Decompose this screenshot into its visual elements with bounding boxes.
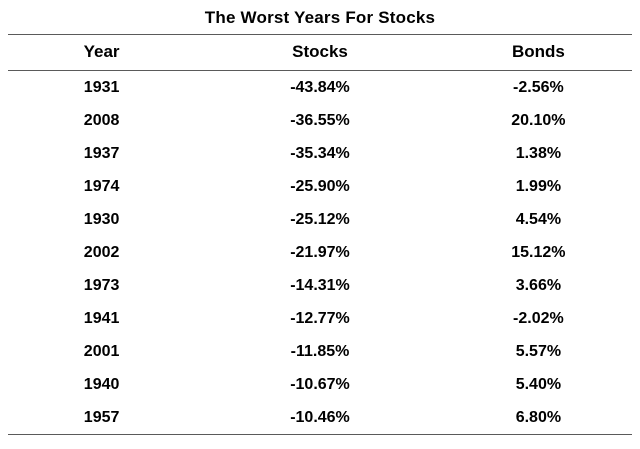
table-row: 1940 -10.67% 5.40%: [8, 368, 632, 401]
table-row: 2001 -11.85% 5.57%: [8, 335, 632, 368]
year-cell: 1973: [83, 277, 120, 294]
stocks-cell: -10.46%: [290, 409, 350, 426]
year-cell: 1931: [83, 79, 120, 96]
header-row: Year Stocks Bonds: [8, 34, 632, 71]
stocks-cell: -43.84%: [290, 79, 350, 96]
year-cell: 2008: [83, 112, 120, 129]
year-cell: 1940: [83, 376, 120, 393]
year-cell: 1930: [83, 211, 120, 228]
table-row: 1974 -25.90% 1.99%: [8, 170, 632, 203]
table-body: 1931 -43.84% -2.56% 2008 -36.55% 20.10% …: [8, 71, 632, 435]
stocks-cell: -35.34%: [290, 145, 350, 162]
stocks-cell: -14.31%: [290, 277, 350, 294]
column-header-stocks: Stocks: [195, 34, 445, 71]
year-cell: 2001: [83, 343, 120, 360]
table-row: 1973 -14.31% 3.66%: [8, 269, 632, 302]
bonds-cell: 15.12%: [511, 244, 566, 261]
table-row: 2008 -36.55% 20.10%: [8, 104, 632, 137]
stocks-cell: -10.67%: [290, 376, 350, 393]
year-cell: 1941: [83, 310, 120, 327]
bonds-cell: 1.99%: [515, 178, 562, 195]
column-header-bonds: Bonds: [444, 34, 632, 71]
stocks-cell: -25.12%: [290, 211, 350, 228]
table-row: 1931 -43.84% -2.56%: [8, 71, 632, 105]
table-title: The Worst Years For Stocks: [204, 8, 436, 27]
bonds-cell: 5.40%: [515, 376, 562, 393]
stocks-cell: -11.85%: [290, 343, 350, 360]
bonds-cell: -2.02%: [513, 310, 564, 327]
bonds-cell: 20.10%: [511, 112, 566, 129]
bonds-cell: 3.66%: [515, 277, 562, 294]
year-cell: 1957: [83, 409, 120, 426]
year-cell: 1937: [83, 145, 120, 162]
bonds-cell: 6.80%: [515, 409, 562, 426]
column-header-year: Year: [8, 34, 196, 71]
worst-years-table: Year Stocks Bonds 1931 -43.84% -2.56% 20…: [8, 34, 632, 435]
stocks-cell: -12.77%: [290, 310, 350, 327]
year-cell: 1974: [83, 178, 120, 195]
bonds-cell: 5.57%: [515, 343, 562, 360]
bonds-cell: 4.54%: [515, 211, 562, 228]
table-row: 2002 -21.97% 15.12%: [8, 236, 632, 269]
table-row: 1957 -10.46% 6.80%: [8, 401, 632, 435]
table-row: 1930 -25.12% 4.54%: [8, 203, 632, 236]
year-cell: 2002: [83, 244, 120, 261]
table-row: 1937 -35.34% 1.38%: [8, 137, 632, 170]
table-row: 1941 -12.77% -2.02%: [8, 302, 632, 335]
stocks-cell: -36.55%: [290, 112, 350, 129]
stocks-cell: -25.90%: [290, 178, 350, 195]
bonds-cell: -2.56%: [513, 79, 564, 96]
stocks-cell: -21.97%: [290, 244, 350, 261]
bonds-cell: 1.38%: [515, 145, 562, 162]
